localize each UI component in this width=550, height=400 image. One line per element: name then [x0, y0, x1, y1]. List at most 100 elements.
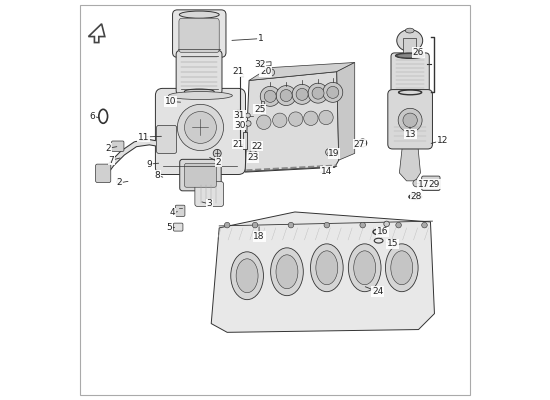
Text: 19: 19	[328, 149, 340, 158]
FancyBboxPatch shape	[180, 159, 221, 191]
Polygon shape	[337, 62, 355, 160]
FancyBboxPatch shape	[388, 90, 432, 149]
Circle shape	[248, 150, 258, 160]
Circle shape	[289, 112, 303, 126]
Text: 12: 12	[437, 136, 448, 145]
FancyBboxPatch shape	[173, 10, 226, 57]
FancyBboxPatch shape	[96, 164, 111, 182]
Text: 20: 20	[260, 67, 272, 76]
Circle shape	[260, 86, 280, 106]
Text: 24: 24	[372, 287, 383, 296]
Circle shape	[384, 221, 389, 227]
Circle shape	[276, 86, 296, 106]
Text: 26: 26	[413, 48, 424, 57]
Circle shape	[326, 148, 333, 156]
Polygon shape	[399, 144, 421, 181]
Text: 4: 4	[169, 208, 175, 217]
Circle shape	[213, 149, 221, 157]
Text: 9: 9	[146, 160, 152, 169]
Circle shape	[360, 222, 366, 228]
Circle shape	[413, 180, 420, 187]
Text: 17: 17	[417, 180, 429, 188]
Text: 28: 28	[411, 192, 422, 201]
Text: 18: 18	[254, 232, 265, 241]
Circle shape	[396, 222, 402, 228]
Circle shape	[273, 113, 287, 128]
Text: 8: 8	[155, 171, 160, 180]
Ellipse shape	[184, 89, 214, 94]
Circle shape	[288, 222, 294, 228]
Text: 29: 29	[429, 180, 440, 188]
Text: 10: 10	[165, 97, 177, 106]
Ellipse shape	[386, 244, 418, 292]
Text: 1: 1	[258, 34, 264, 43]
Text: 6: 6	[90, 112, 95, 121]
Ellipse shape	[311, 244, 343, 292]
Text: 7: 7	[109, 156, 114, 165]
Bar	[403, 38, 416, 53]
Ellipse shape	[398, 54, 422, 57]
Circle shape	[264, 90, 276, 102]
Circle shape	[324, 222, 329, 228]
Circle shape	[257, 115, 271, 130]
FancyBboxPatch shape	[184, 163, 216, 187]
Text: 27: 27	[354, 140, 365, 149]
Text: 23: 23	[248, 153, 258, 162]
Ellipse shape	[168, 92, 232, 100]
Text: 21: 21	[233, 67, 244, 76]
Circle shape	[224, 222, 230, 228]
Text: 25: 25	[254, 105, 266, 114]
Text: 30: 30	[234, 120, 246, 130]
Ellipse shape	[395, 53, 424, 58]
Ellipse shape	[179, 11, 219, 18]
Circle shape	[245, 113, 250, 118]
Circle shape	[252, 222, 258, 228]
Ellipse shape	[391, 251, 412, 285]
Polygon shape	[245, 72, 339, 172]
Text: 15: 15	[387, 239, 398, 248]
Ellipse shape	[397, 30, 423, 52]
Circle shape	[117, 179, 122, 185]
Ellipse shape	[316, 251, 338, 285]
Circle shape	[312, 87, 324, 99]
Circle shape	[398, 108, 422, 132]
FancyBboxPatch shape	[195, 182, 224, 206]
Text: 13: 13	[405, 130, 416, 139]
Ellipse shape	[354, 251, 376, 285]
Circle shape	[327, 86, 339, 98]
Circle shape	[296, 88, 308, 100]
Circle shape	[177, 104, 224, 150]
Text: 16: 16	[377, 227, 388, 236]
Ellipse shape	[231, 252, 263, 300]
Text: 2: 2	[117, 178, 122, 187]
Text: 31: 31	[233, 111, 245, 120]
Ellipse shape	[271, 248, 303, 296]
Circle shape	[403, 113, 417, 128]
Circle shape	[319, 110, 333, 125]
Text: 2: 2	[216, 158, 221, 167]
Text: 21: 21	[233, 140, 244, 149]
Text: 2: 2	[106, 144, 111, 153]
Text: 22: 22	[251, 142, 263, 151]
Circle shape	[323, 82, 343, 102]
Polygon shape	[249, 62, 355, 80]
FancyBboxPatch shape	[179, 18, 219, 52]
Ellipse shape	[276, 255, 298, 289]
Circle shape	[308, 83, 328, 103]
Text: 3: 3	[206, 200, 212, 208]
FancyBboxPatch shape	[157, 126, 177, 153]
FancyBboxPatch shape	[173, 223, 183, 231]
FancyBboxPatch shape	[422, 176, 440, 190]
Ellipse shape	[405, 28, 414, 33]
Polygon shape	[211, 212, 434, 332]
Circle shape	[304, 111, 318, 126]
FancyBboxPatch shape	[176, 50, 222, 94]
Text: 5: 5	[167, 224, 172, 232]
FancyBboxPatch shape	[112, 141, 124, 151]
Circle shape	[184, 112, 216, 143]
Ellipse shape	[236, 259, 258, 293]
Bar	[261, 101, 264, 112]
Circle shape	[280, 90, 292, 102]
FancyBboxPatch shape	[391, 53, 429, 95]
Circle shape	[267, 69, 274, 76]
